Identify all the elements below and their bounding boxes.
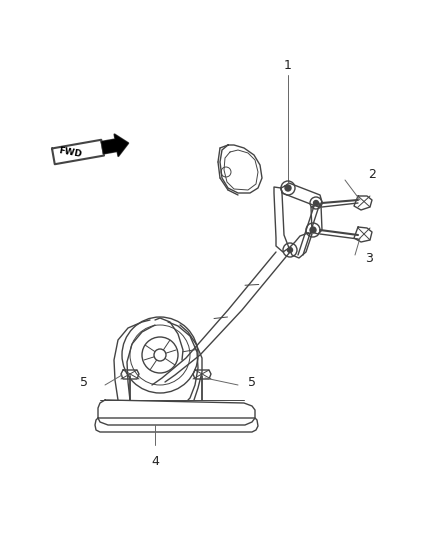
Text: FWD: FWD: [58, 147, 82, 159]
Text: 1: 1: [284, 59, 292, 72]
Text: 5: 5: [80, 376, 88, 390]
Circle shape: [285, 185, 291, 191]
Text: 5: 5: [248, 376, 256, 389]
Circle shape: [314, 200, 318, 206]
Text: 3: 3: [365, 252, 373, 264]
Circle shape: [154, 349, 166, 361]
Circle shape: [310, 227, 316, 233]
Polygon shape: [102, 134, 128, 156]
Text: 4: 4: [151, 455, 159, 468]
Circle shape: [287, 247, 293, 253]
Text: 2: 2: [368, 168, 376, 182]
